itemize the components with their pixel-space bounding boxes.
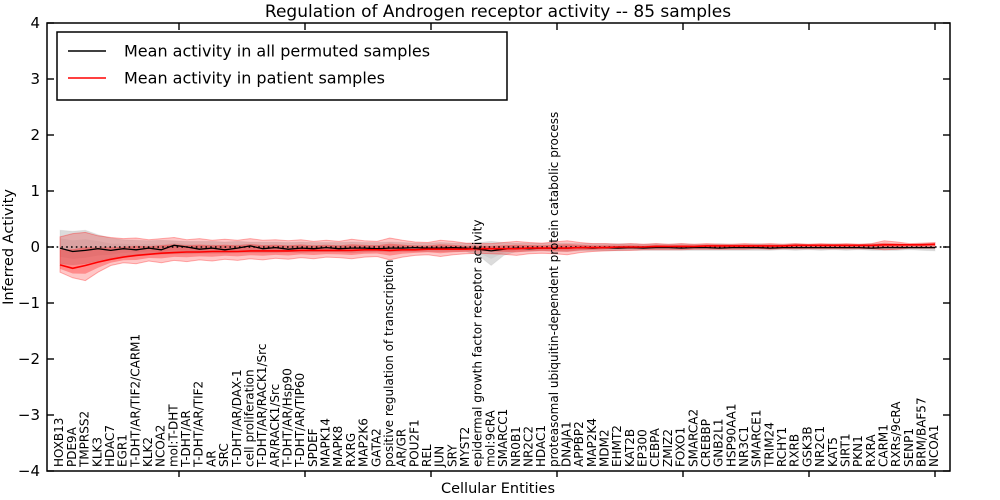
legend-label-patient-samples: Mean activity in patient samples <box>124 69 385 88</box>
x-category-label: NR3C1 <box>737 426 751 467</box>
x-category-label: MAP2K6 <box>357 418 371 467</box>
legend: Mean activity in all permuted samples Me… <box>56 31 508 101</box>
x-category-label: MDM2 <box>598 429 612 467</box>
x-category-label: NR0B1 <box>509 426 523 467</box>
x-category-label: RCHY1 <box>775 427 789 467</box>
x-category-label: RXRB <box>788 434 802 467</box>
x-category-label: RXRA <box>864 434 878 467</box>
x-category-label: SRC <box>217 443 231 467</box>
x-category-label: T-DHT/AR/RACK1/Src <box>255 344 269 468</box>
x-category-label: AR/GR <box>395 429 409 467</box>
x-category-label: AR <box>204 450 218 467</box>
series-lines <box>59 243 936 270</box>
permuted-mean-line <box>59 244 935 253</box>
x-category-label: PKN1 <box>851 435 865 467</box>
x-category-label: MYST2 <box>458 427 472 467</box>
y-tick-label: 4 <box>30 14 40 32</box>
x-category-label: NCOA1 <box>927 425 941 467</box>
x-category-label: PDE9A <box>65 426 79 467</box>
x-category-label: ZMIZ2 <box>661 429 675 467</box>
x-category-label: HSP90AA1 <box>724 403 738 467</box>
x-category-label: T-DHT/AR/Hsp90 <box>281 368 295 468</box>
x-category-label: GSK3B <box>800 426 814 467</box>
x-category-label: KAT5 <box>826 437 840 467</box>
x-category-label: NR2C1 <box>813 426 827 467</box>
x-category-label: T-DHT/AR/TIF2/CARM1 <box>128 334 142 468</box>
x-category-label: SMARCE1 <box>750 409 764 467</box>
x-category-label: FOXO1 <box>674 427 688 467</box>
y-tick-label: 1 <box>30 182 40 200</box>
patient-mean-line <box>59 243 936 270</box>
x-category-label: CARM1 <box>877 424 891 467</box>
x-category-label: KLK3 <box>90 437 104 467</box>
x-category-label: T-DHT/AR/TIP60 <box>293 373 307 468</box>
x-category-label: SMARCC1 <box>496 409 510 467</box>
x-category-label: APPBP2 <box>572 421 586 467</box>
x-category-label: NR2C2 <box>521 426 535 467</box>
x-category-label: SRY <box>445 444 459 467</box>
y-tick-label: −1 <box>18 294 40 312</box>
x-category-label: NCOA2 <box>154 425 168 467</box>
x-category-label: cell proliferation <box>242 369 256 467</box>
x-category-label: SENP1 <box>902 428 916 467</box>
y-tick-label: −4 <box>18 462 40 480</box>
x-category-label: T-DHT/AR <box>179 410 193 468</box>
x-category-label: MAPK14 <box>319 418 333 467</box>
x-category-label: JUN <box>433 446 447 468</box>
x-category-label: HOXB13 <box>52 418 66 467</box>
confidence-bands <box>59 229 936 282</box>
x-category-label: KAT2B <box>623 429 637 467</box>
x-category-label: mol:9cRA <box>483 410 497 467</box>
x-category-label: MAP2K4 <box>585 418 599 467</box>
x-category-label: HDAC1 <box>534 425 548 467</box>
x-category-label: RXRG <box>344 433 358 467</box>
y-tick-label: 2 <box>30 126 40 144</box>
x-category-label: T-DHT/AR/TIF2 <box>192 381 206 468</box>
y-tick-label: −3 <box>18 406 40 424</box>
y-tick-label: −2 <box>18 350 40 368</box>
x-category-label: REL <box>420 444 434 467</box>
x-category-label: KLK2 <box>141 437 155 467</box>
x-category-label: DNAJA1 <box>559 421 573 467</box>
x-category-label: mol:T-DHT <box>166 404 180 467</box>
x-category-label: GNB2L1 <box>712 419 726 467</box>
x-category-label: SMARCA2 <box>686 409 700 467</box>
x-tick-labels: HOXB13PDE9ATMPRSS2KLK3HDAC7EGR1T-DHT/AR/… <box>52 112 941 468</box>
x-category-label: EHMT2 <box>610 425 624 467</box>
y-tick-label: 0 <box>30 238 40 256</box>
legend-box <box>56 31 508 101</box>
x-category-label: SPDEF <box>306 428 320 467</box>
x-category-label: MAPK8 <box>331 426 345 467</box>
legend-label-permuted-samples: Mean activity in all permuted samples <box>124 42 430 61</box>
x-category-label: RXRs/9cRA <box>889 401 903 467</box>
x-category-label: epidermal growth factor receptor activit… <box>471 220 485 467</box>
x-category-label: T-DHT/AR/DAX-1 <box>230 369 244 468</box>
x-category-label: CEBPA <box>648 427 662 467</box>
chart-title: Regulation of Androgen receptor activity… <box>265 2 731 22</box>
y-axis-label: Inferred Activity <box>1 189 17 305</box>
x-category-label: positive regulation of transcription <box>382 260 396 467</box>
x-category-label: BRM/BAF57 <box>915 397 929 467</box>
x-category-label: CREBBP <box>699 419 713 467</box>
x-category-label: POU2F1 <box>407 419 421 467</box>
x-category-label: EGR1 <box>116 434 130 467</box>
x-category-label: SIRT1 <box>838 433 852 467</box>
x-category-label: AR/RACK1/Src <box>268 384 282 467</box>
x-axis-label: Cellular Entities <box>441 481 555 497</box>
axes-layer: 4 3 2 1 0 −1 −2 −3 −4 <box>18 14 951 480</box>
x-category-label: EP300 <box>636 429 650 467</box>
x-category-label: TMPRSS2 <box>78 411 92 468</box>
x-category-label: proteasomal ubiquitin-dependent protein … <box>547 112 561 467</box>
x-category-label: TRIM24 <box>762 422 776 468</box>
x-category-label: GATA2 <box>369 428 383 467</box>
x-category-label: HDAC7 <box>103 425 117 467</box>
permuted-band-outer <box>59 229 936 267</box>
y-tick-label: 3 <box>30 70 40 88</box>
